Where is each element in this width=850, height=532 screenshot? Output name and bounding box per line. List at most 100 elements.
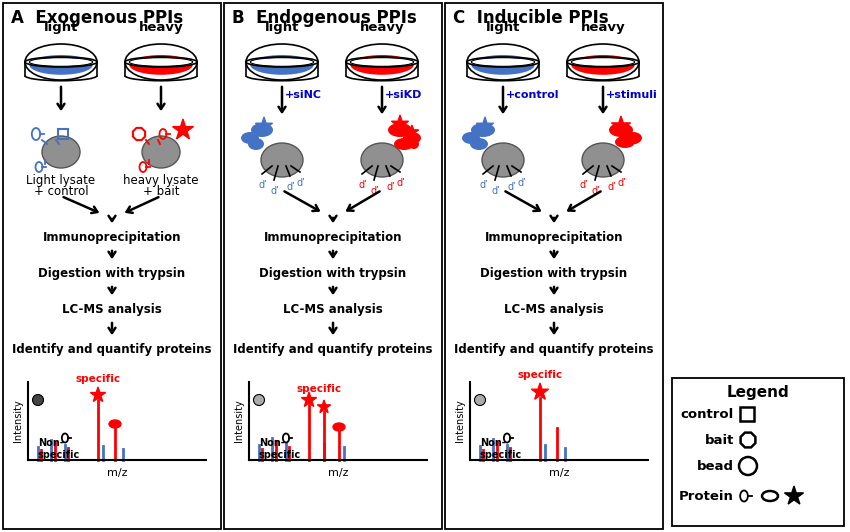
Text: Non-
specific: Non- specific (38, 438, 80, 460)
Text: LC-MS analysis: LC-MS analysis (283, 303, 382, 317)
Text: LC-MS analysis: LC-MS analysis (504, 303, 604, 317)
Text: ď: ď (387, 182, 393, 192)
Text: Protein: Protein (679, 489, 734, 503)
Text: +stimuli: +stimuli (606, 90, 658, 100)
Ellipse shape (467, 57, 539, 67)
Text: ď: ď (359, 180, 365, 190)
Polygon shape (477, 117, 494, 134)
Ellipse shape (346, 57, 418, 67)
Ellipse shape (462, 132, 480, 144)
Text: Light lysate: Light lysate (26, 174, 95, 187)
Ellipse shape (109, 420, 121, 428)
Text: Identify and quantify proteins: Identify and quantify proteins (454, 344, 654, 356)
Ellipse shape (471, 123, 495, 137)
Text: +siNC: +siNC (285, 90, 322, 100)
Ellipse shape (467, 44, 539, 80)
FancyBboxPatch shape (740, 407, 754, 421)
Polygon shape (531, 383, 548, 400)
Circle shape (739, 457, 757, 475)
Text: +control: +control (506, 90, 559, 100)
Polygon shape (317, 400, 331, 413)
Ellipse shape (571, 55, 635, 75)
Ellipse shape (388, 123, 412, 137)
Text: bait: bait (705, 434, 734, 446)
Polygon shape (90, 387, 105, 402)
Ellipse shape (394, 138, 414, 150)
Text: ď: ď (297, 178, 303, 188)
Text: ď: ď (580, 180, 586, 190)
Ellipse shape (250, 55, 314, 75)
Text: ď: ď (608, 182, 614, 192)
Ellipse shape (615, 136, 635, 148)
Text: Intensity: Intensity (13, 400, 23, 443)
Text: ď: ď (518, 178, 524, 188)
Ellipse shape (251, 123, 273, 137)
Polygon shape (173, 119, 194, 139)
Ellipse shape (42, 136, 80, 168)
Polygon shape (740, 433, 756, 447)
Ellipse shape (361, 143, 403, 177)
Ellipse shape (627, 137, 639, 144)
Text: B  Endogenous PPIs: B Endogenous PPIs (232, 9, 416, 27)
Text: light: light (44, 21, 78, 35)
Ellipse shape (246, 57, 318, 67)
Text: heavy lysate: heavy lysate (123, 174, 199, 187)
Ellipse shape (582, 143, 624, 177)
FancyBboxPatch shape (224, 3, 442, 529)
Text: + bait: + bait (143, 185, 179, 198)
Text: Intensity: Intensity (455, 400, 465, 443)
Text: Non-
specific: Non- specific (480, 438, 522, 460)
Text: Digestion with trypsin: Digestion with trypsin (38, 268, 185, 280)
Text: Immunoprecipitation: Immunoprecipitation (484, 231, 623, 245)
Ellipse shape (25, 57, 97, 67)
Text: light: light (486, 21, 520, 35)
Text: Intensity: Intensity (234, 400, 244, 443)
Text: heavy: heavy (581, 21, 626, 35)
Text: control: control (681, 408, 734, 420)
Circle shape (409, 139, 419, 149)
Ellipse shape (403, 132, 421, 144)
Ellipse shape (567, 57, 639, 67)
Text: m/z: m/z (107, 468, 127, 478)
FancyBboxPatch shape (3, 3, 221, 529)
Text: Identify and quantify proteins: Identify and quantify proteins (233, 344, 433, 356)
Text: heavy: heavy (360, 21, 405, 35)
Circle shape (253, 395, 264, 405)
Text: light: light (265, 21, 299, 35)
Text: m/z: m/z (549, 468, 570, 478)
Text: Non-
specific: Non- specific (259, 438, 301, 460)
Text: ď: ď (508, 182, 514, 192)
Text: ď: ď (371, 186, 377, 196)
Ellipse shape (25, 44, 97, 80)
Text: m/z: m/z (328, 468, 348, 478)
Text: ď: ď (397, 178, 403, 188)
Ellipse shape (482, 143, 524, 177)
Text: +siKD: +siKD (385, 90, 422, 100)
Text: Digestion with trypsin: Digestion with trypsin (480, 268, 627, 280)
Text: Immunoprecipitation: Immunoprecipitation (264, 231, 402, 245)
Ellipse shape (241, 132, 259, 144)
Ellipse shape (261, 143, 303, 177)
Ellipse shape (125, 44, 197, 80)
Ellipse shape (624, 132, 642, 144)
Text: Legend: Legend (727, 385, 790, 400)
Ellipse shape (29, 55, 93, 75)
Polygon shape (302, 392, 316, 406)
Ellipse shape (471, 55, 535, 75)
Ellipse shape (333, 423, 345, 431)
Text: bead: bead (697, 460, 734, 472)
Ellipse shape (142, 136, 180, 168)
Text: specific: specific (297, 384, 342, 394)
Ellipse shape (346, 44, 418, 80)
Polygon shape (611, 116, 631, 134)
Polygon shape (405, 125, 419, 138)
Ellipse shape (350, 55, 414, 75)
Text: ď: ď (259, 180, 265, 190)
Text: heavy: heavy (139, 21, 184, 35)
Polygon shape (785, 486, 803, 504)
Ellipse shape (129, 55, 193, 75)
Polygon shape (256, 117, 273, 134)
Ellipse shape (567, 44, 639, 80)
Text: specific: specific (76, 374, 121, 384)
Text: ď: ď (618, 178, 624, 188)
